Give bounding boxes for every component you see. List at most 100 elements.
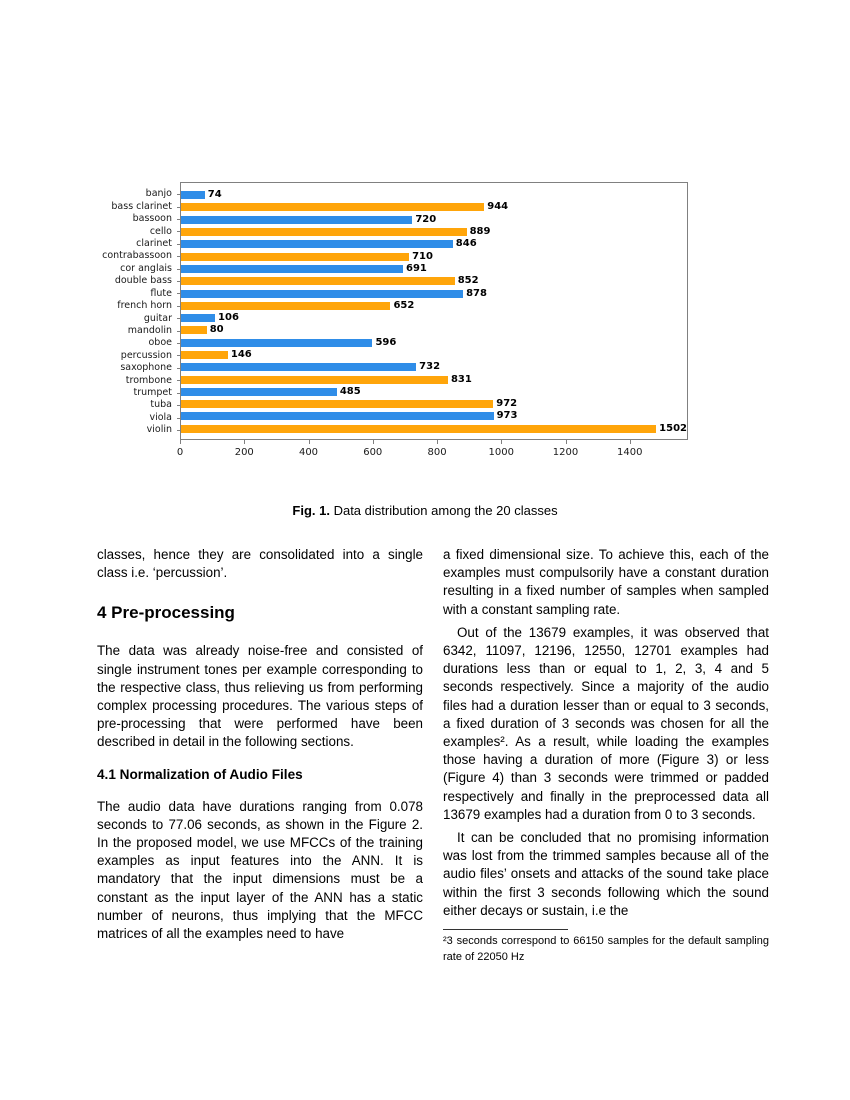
y-tick-mark: [177, 429, 180, 431]
y-axis-label-trumpet: trumpet: [0, 387, 180, 399]
bar-value-label: 972: [496, 398, 518, 410]
y-tick-mark: [177, 256, 180, 258]
x-tick-mark: [437, 440, 439, 444]
bar-row-banjo: 74: [181, 189, 687, 201]
x-tick-label: 600: [363, 447, 383, 458]
bar-value-label: 106: [218, 312, 239, 324]
bar-row-trumpet: 485: [181, 386, 687, 398]
x-tick-label: 1000: [488, 447, 514, 458]
x-tick-mark: [372, 440, 374, 444]
bar-value-label: 944: [487, 201, 509, 213]
y-axis-label-guitar: guitar: [0, 312, 180, 324]
y-axis-label-saxophone: saxophone: [0, 362, 180, 374]
figure-caption-label: Fig. 1.: [292, 503, 330, 518]
bar-guitar: [181, 314, 216, 323]
bar-value-label: 831: [450, 373, 472, 385]
y-axis-label-percussion: percussion: [0, 349, 180, 361]
x-tick-mark: [180, 440, 181, 444]
x-tick-label: 400: [298, 447, 319, 458]
bar-row-cello: 889: [181, 226, 687, 238]
bar-banjo: [181, 191, 205, 200]
x-tick-label: 0: [176, 447, 184, 458]
y-tick-mark: [177, 318, 180, 320]
figure-caption: Fig. 1. Data distribution among the 20 c…: [0, 503, 850, 518]
bar-row-oboe: 596: [181, 337, 687, 349]
y-tick-mark: [177, 417, 180, 419]
bar-row-guitar: 106: [181, 312, 687, 324]
bar-viola: [181, 412, 494, 421]
bar-row-contrabassoon: 710: [181, 250, 687, 262]
y-tick-mark: [177, 330, 180, 332]
y-tick-mark: [177, 343, 180, 345]
para-fixed-size: a fixed dimensional size. To achieve thi…: [443, 547, 769, 617]
bar-clarinet: [181, 240, 453, 249]
y-axis-label-trombone: trombone: [0, 374, 180, 386]
right-column: a fixed dimensional size. To achieve thi…: [443, 546, 769, 965]
y-tick-mark: [177, 194, 180, 196]
y-tick-mark: [177, 405, 180, 407]
bar-saxophone: [181, 363, 417, 372]
y-tick-mark: [177, 355, 180, 357]
y-axis-label-oboe: oboe: [0, 337, 180, 349]
y-tick-mark: [177, 219, 180, 221]
bar-row-clarinet: 846: [181, 238, 687, 250]
y-axis-label-clarinet: clarinet: [0, 238, 180, 250]
bar-row-saxophone: 732: [181, 361, 687, 373]
bar-violin: [181, 424, 657, 433]
x-tick-label: 800: [427, 447, 447, 458]
bar-cor-anglais: [181, 264, 403, 273]
x-tick-mark: [308, 440, 310, 444]
para-continuation: classes, hence they are consolidated int…: [97, 547, 423, 581]
chart-plot-area: 74 944 720 889 846 710 691 852 878 652 106 80 596 146…: [180, 182, 688, 440]
bar-row-trombone: 831: [181, 373, 687, 385]
x-tick-label: 1200: [552, 447, 579, 458]
x-tick-mark: [629, 440, 631, 444]
bar-row-mandolin: 80: [181, 324, 687, 336]
y-tick-mark: [177, 206, 180, 208]
para-normalization: The audio data have durations ranging fr…: [97, 798, 423, 942]
bar-value-label: 852: [457, 275, 479, 287]
bar-value-label: 889: [469, 226, 491, 238]
bar-cello: [181, 228, 467, 237]
bar-row-bass-clarinet: 944: [181, 201, 687, 213]
bar-value-label: 720: [415, 213, 437, 225]
x-tick-mark: [501, 440, 503, 444]
para-out-of: Out of the 13679 examples, it was observ…: [443, 624, 769, 822]
bar-row-percussion: 146: [181, 349, 687, 361]
y-tick-mark: [177, 231, 180, 233]
chart-x-axis: 0 200 400 600 800 1000 1200 1400: [176, 440, 688, 462]
section-heading-preprocessing: 4 Pre-processing: [97, 603, 235, 623]
bar-bassoon: [181, 215, 413, 224]
y-tick-mark: [177, 392, 180, 394]
bar-value-label: 652: [393, 299, 415, 311]
bar-row-violin: 1502: [181, 423, 687, 435]
bar-value-label: 146: [230, 349, 252, 360]
y-axis-label-cello: cello: [0, 225, 180, 237]
bar-percussion: [181, 351, 228, 359]
y-tick-mark: [177, 380, 180, 382]
bar-mandolin: [181, 326, 207, 335]
y-axis-label-mandolin: mandolin: [0, 324, 180, 336]
bar-trombone: [181, 375, 448, 384]
bar-tuba: [181, 400, 494, 409]
subsection-heading-normalization: 4.1 Normalization of Audio Files: [97, 766, 303, 782]
footnote-rule: [443, 929, 568, 931]
bar-value-label: 596: [375, 336, 397, 348]
bar-row-cor-anglais: 691: [181, 263, 687, 275]
y-axis-label-french-horn: french horn: [0, 300, 180, 312]
y-axis-label-contrabassoon: contrabassoon: [0, 250, 180, 262]
y-axis-label-banjo: banjo: [0, 188, 180, 200]
bar-row-double-bass: 852: [181, 275, 687, 287]
figure-1-bar-chart: banjo bass clarinet bassoon cello clarinet co…: [0, 0, 850, 470]
bar-value-label: 973: [496, 410, 518, 422]
y-axis-label-flute: flute: [0, 287, 180, 299]
y-axis-label-violin: violin: [0, 424, 180, 436]
y-axis-label-tuba: tuba: [0, 399, 180, 411]
footnote-text: ²3 seconds correspond to 66150 samples f…: [443, 935, 769, 963]
bar-contrabassoon: [181, 252, 410, 261]
y-tick-mark: [177, 305, 180, 307]
x-tick-mark: [565, 440, 567, 444]
bar-row-bassoon: 720: [181, 214, 687, 226]
y-axis-label-viola: viola: [0, 411, 180, 423]
